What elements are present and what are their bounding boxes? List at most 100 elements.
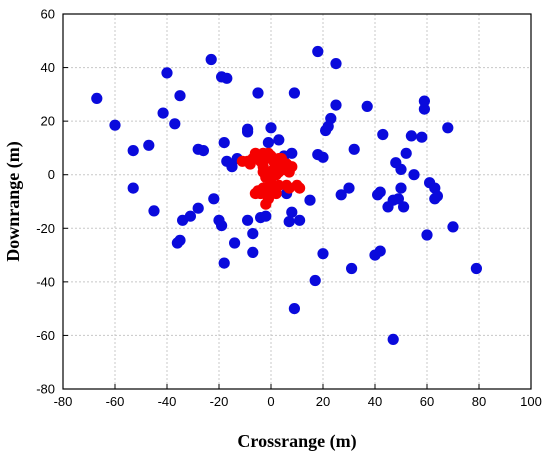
axis-ticks [62, 13, 532, 390]
y-tick-label: 40 [41, 60, 55, 75]
data-point [447, 221, 459, 233]
data-point [229, 237, 241, 249]
data-point [273, 134, 285, 146]
data-point [148, 205, 160, 217]
data-point [325, 112, 337, 125]
y-tick-label: -80 [36, 382, 55, 397]
data-point [374, 186, 386, 198]
data-point [275, 153, 287, 165]
data-point [431, 190, 443, 202]
data-point [157, 107, 169, 119]
data-point [226, 161, 238, 173]
data-point [418, 103, 430, 115]
data-point [346, 262, 358, 275]
data-point [262, 137, 274, 149]
data-point [317, 151, 329, 163]
data-point [221, 72, 233, 84]
data-point [260, 210, 272, 222]
data-point [286, 161, 298, 173]
data-points [91, 45, 482, 345]
data-point [312, 45, 324, 58]
data-point [294, 214, 306, 226]
data-point [247, 246, 259, 258]
data-point [127, 182, 139, 194]
data-point [260, 198, 272, 210]
data-point [242, 126, 254, 138]
data-point [392, 193, 404, 205]
data-point [184, 210, 196, 222]
x-tick-label: -80 [54, 394, 73, 409]
y-tick-label: 60 [41, 7, 55, 22]
data-point [348, 143, 360, 155]
x-axis-title: Crossrange (m) [237, 431, 356, 452]
series-2-points [236, 147, 306, 210]
data-point [273, 166, 285, 178]
data-point [205, 53, 217, 66]
plot-area [62, 13, 532, 390]
data-point [247, 228, 259, 240]
y-tick-label: 0 [48, 167, 55, 182]
x-tick-label: -40 [158, 394, 177, 409]
x-tick-label: 80 [472, 394, 486, 409]
data-point [330, 99, 342, 111]
data-point [257, 147, 269, 159]
data-point [470, 262, 482, 275]
data-point [416, 131, 428, 143]
data-point [395, 163, 407, 175]
data-point [317, 248, 329, 260]
data-point [361, 100, 373, 112]
data-point [161, 67, 173, 79]
data-point [408, 169, 420, 181]
data-point [377, 128, 389, 141]
data-point [286, 206, 298, 218]
data-point [218, 257, 230, 269]
data-point [286, 147, 298, 159]
y-axis-title: Downrange (m) [3, 141, 24, 261]
data-point [192, 202, 204, 214]
y-tick-label: -20 [36, 221, 55, 236]
data-point [398, 201, 410, 213]
data-point [216, 220, 228, 232]
data-point [109, 119, 121, 131]
data-point [174, 234, 186, 246]
data-point [294, 182, 306, 194]
data-point [418, 95, 430, 107]
data-point [304, 194, 316, 206]
y-tick-labels: -80 -60 -40 -20 0 20 40 60 [36, 7, 55, 397]
x-tick-label: -20 [210, 394, 229, 409]
y-tick-label: 20 [41, 114, 55, 129]
data-point [283, 216, 295, 228]
data-point [273, 179, 285, 191]
data-point [421, 229, 433, 241]
y-tick-label: -60 [36, 328, 55, 343]
data-point [335, 189, 347, 201]
data-point [405, 130, 417, 142]
series-1-points [91, 45, 482, 345]
data-point [330, 58, 342, 70]
data-point [400, 147, 412, 159]
data-point [288, 303, 300, 315]
data-point [387, 333, 399, 345]
x-tick-label: 60 [420, 394, 434, 409]
data-point [252, 87, 264, 99]
data-point [343, 182, 355, 194]
data-point [127, 145, 139, 157]
x-tick-label: 40 [368, 394, 382, 409]
data-point [374, 245, 386, 257]
x-tick-label: 0 [267, 394, 274, 409]
data-point [218, 137, 230, 149]
data-point [91, 92, 103, 104]
x-tick-label: 100 [520, 394, 542, 409]
data-point [143, 139, 155, 151]
data-point [265, 122, 277, 134]
x-tick-labels: -80 -60 -40 -20 0 20 40 60 80 100 [54, 394, 542, 409]
data-point [442, 122, 454, 134]
data-point [242, 155, 254, 167]
data-point [395, 182, 407, 194]
data-point [288, 87, 300, 99]
data-point [174, 90, 186, 102]
y-tick-label: -40 [36, 274, 55, 289]
x-tick-label: 20 [316, 394, 330, 409]
data-point [262, 185, 274, 197]
